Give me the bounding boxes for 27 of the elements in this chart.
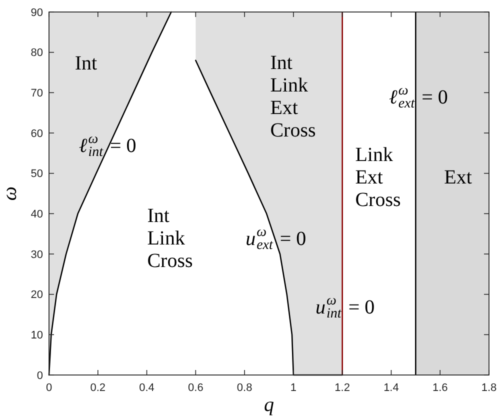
y-tick-label: 20 xyxy=(30,289,43,302)
annotation: Ext xyxy=(444,166,472,189)
y-tick-label: 30 xyxy=(30,248,43,261)
annotation: Int Link Ext Cross xyxy=(270,52,316,142)
x-axis-title: q xyxy=(264,394,274,416)
y-tick-label: 10 xyxy=(30,330,43,342)
y-tick-label: 70 xyxy=(30,88,43,100)
x-tick-label: 1.4 xyxy=(384,382,399,394)
y-tick-label: 40 xyxy=(30,208,43,221)
y-tick-label: 0 xyxy=(36,370,43,382)
x-tick-label: 1.8 xyxy=(481,382,497,394)
y-tick-label: 80 xyxy=(30,47,43,60)
y-tick-label: 90 xyxy=(30,6,43,19)
x-tick-label: 1 xyxy=(290,382,297,394)
annotation: Int Link Cross xyxy=(147,205,193,272)
x-tick-label: 0.4 xyxy=(139,382,154,394)
x-tick-label: 0.2 xyxy=(90,382,106,394)
y-tick-label: 60 xyxy=(30,128,43,140)
x-tick-label: 0 xyxy=(46,382,52,394)
x-tick-label: 0.6 xyxy=(188,382,204,394)
y-axis-title: ω xyxy=(0,186,21,201)
annotation: Int xyxy=(74,52,98,75)
y-tick-label: 50 xyxy=(30,168,43,180)
x-tick-label: 1.6 xyxy=(432,382,448,394)
annotation: Link Ext Cross xyxy=(355,144,401,212)
x-tick-label: 0.8 xyxy=(236,382,252,394)
x-tick-label: 1.2 xyxy=(334,382,350,394)
